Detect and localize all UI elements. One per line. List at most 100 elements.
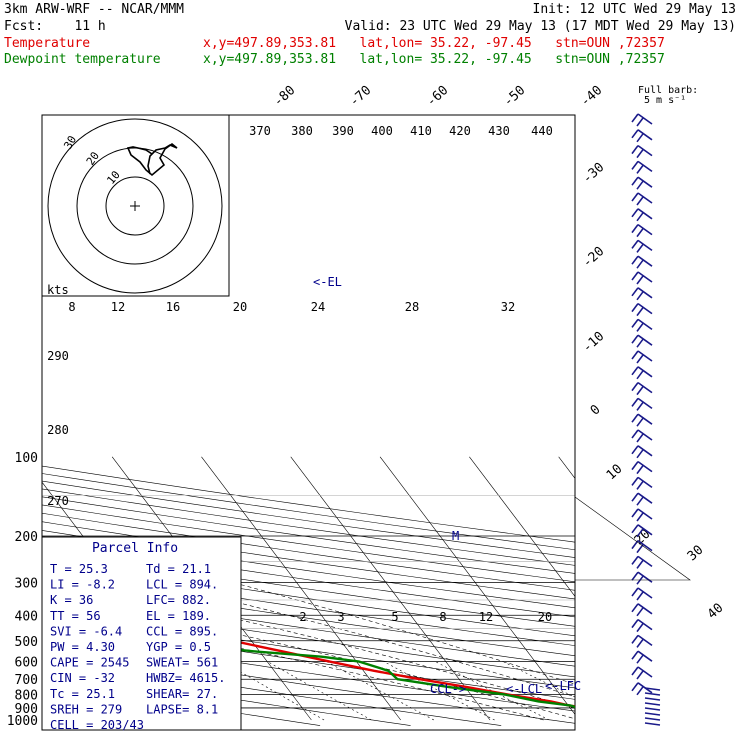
wind-barb [637, 571, 653, 583]
wind-barb [631, 413, 639, 423]
wind-barb [637, 476, 653, 489]
wind-barb [631, 318, 639, 328]
theta-label: 420 [449, 124, 471, 138]
wind-barb [637, 318, 653, 331]
mixing-ratio-line [267, 661, 372, 721]
hodograph-ring-label: 30 [61, 134, 79, 152]
isotherm-label: 10 [604, 462, 626, 484]
wind-barb [631, 555, 639, 565]
dry-adiabat-line [42, 668, 411, 726]
wind-barb [637, 650, 653, 662]
wind-barb [637, 334, 653, 346]
parcel-info-value: TT = 56 [50, 609, 101, 623]
wind-barb [631, 397, 639, 407]
wind-barb [636, 370, 644, 380]
wind-barb [631, 603, 639, 613]
wind-barb [636, 686, 644, 696]
pressure-tick-label: 700 [15, 673, 38, 688]
wind-barb [636, 607, 644, 617]
plot-frame [41, 114, 576, 731]
parcel-info-value: K = 36 [50, 593, 93, 607]
isotherm-label: -60 [424, 83, 451, 110]
dry-adiabat-line [42, 597, 575, 678]
speed-label: 24 [311, 300, 325, 314]
wind-barb [631, 208, 639, 218]
wind-barb [636, 212, 644, 222]
wind-barb [637, 555, 653, 568]
theta-label: 380 [291, 124, 313, 138]
parcel-info-value: CELL = 203/43 [50, 718, 144, 732]
isotherm-label: 0 [588, 402, 604, 418]
wind-barb [637, 524, 653, 536]
wind-barb [636, 623, 644, 633]
hodograph-ring [47, 118, 223, 294]
wind-barb [636, 180, 644, 190]
valid-time: Valid: 23 UTC Wed 29 May 13 (17 MDT Wed … [344, 19, 736, 34]
wind-barb [631, 145, 639, 155]
isotherm-line [379, 456, 575, 715]
pressure-tick-label: 300 [15, 576, 38, 591]
parcel-info-value: Tc = 25.1 [50, 687, 115, 701]
wind-barb [637, 176, 653, 188]
speed-label: 20 [233, 300, 247, 314]
isotherm-label: -10 [580, 329, 607, 356]
theta-label: 370 [249, 124, 271, 138]
isotherm-line [558, 456, 575, 479]
pressure-tick-label: 900 [15, 702, 38, 717]
wind-barb [636, 449, 644, 459]
wind-barb [644, 697, 661, 701]
wind-barb [637, 302, 653, 315]
wind-barb [636, 354, 644, 364]
isotherm-label: -40 [578, 83, 605, 110]
wind-barb [631, 508, 639, 518]
wind-barb [631, 160, 639, 170]
wind-barb [636, 638, 644, 648]
wind-barb [637, 192, 653, 204]
wind-barb [631, 476, 639, 486]
wind-barb [644, 712, 661, 716]
wind-barb [631, 255, 639, 265]
isotherm-line [201, 456, 401, 721]
isotherm-label: 30 [685, 543, 707, 565]
wind-barb [637, 129, 653, 141]
wind-barb [637, 144, 653, 157]
wind-barb [631, 129, 639, 139]
parcel-info-title: Parcel Info [92, 541, 178, 556]
temperature-location-info: x,y=497.89,353.81 lat,lon= 35.22, -97.45… [203, 36, 665, 51]
wind-barb [644, 702, 661, 706]
wind-barb [637, 113, 653, 125]
parcel-info-value: SWEAT= 561 [146, 656, 218, 670]
wind-barb [631, 429, 639, 439]
wind-barb [644, 722, 661, 726]
wind-barb [636, 338, 644, 348]
parcel-info-value: CAPE = 2545 [50, 656, 129, 670]
wind-barb [631, 634, 639, 644]
wind-barb [636, 275, 644, 285]
theta-label: 440 [531, 124, 553, 138]
wind-barb [636, 496, 644, 506]
wind-barb [631, 524, 639, 534]
wind-barb [637, 160, 653, 173]
mixing-ratio-label: 5 [391, 610, 398, 624]
wind-barb [637, 287, 653, 299]
parcel-info-value: LAPSE= 8.1 [146, 702, 218, 716]
wind-barb [631, 619, 639, 629]
sounding-annotation: M [452, 529, 459, 543]
parcel-info-value: EL = 189. [146, 609, 211, 623]
wind-barb [631, 271, 639, 281]
wind-barb [637, 413, 653, 425]
wind-barb [631, 382, 639, 392]
wind-barb [631, 350, 639, 360]
wind-barb [636, 465, 644, 475]
isotherm-label: -30 [580, 160, 607, 187]
legend-dewpoint: Dewpoint temperature [4, 52, 161, 67]
wind-barb [631, 192, 639, 202]
wind-barb [631, 461, 639, 471]
wind-barb [637, 587, 653, 599]
wind-barb [637, 350, 653, 362]
dry-adiabat-line [42, 619, 575, 700]
wind-barb [644, 687, 661, 691]
mixing-ratio-line [326, 661, 435, 721]
parcel-info-value: YGP = 0.5 [146, 640, 211, 654]
